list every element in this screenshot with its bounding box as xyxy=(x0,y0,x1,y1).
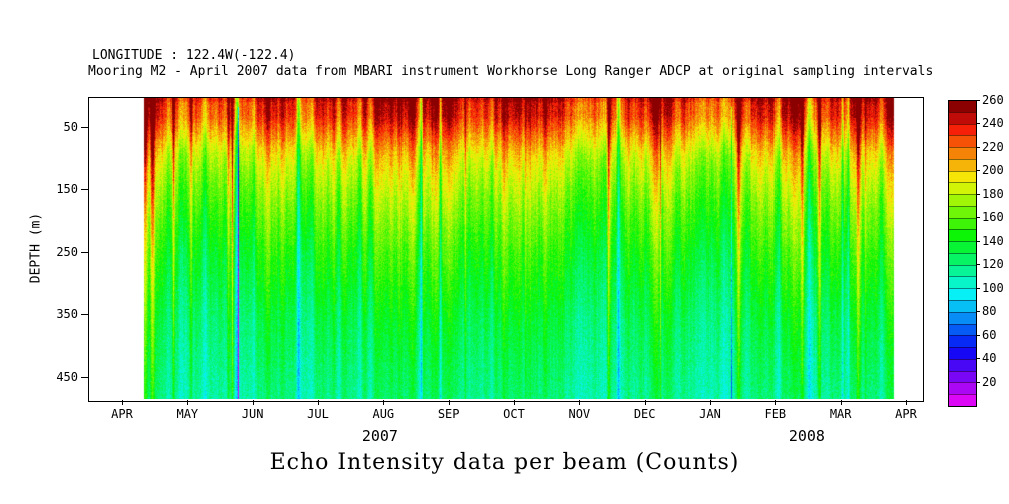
x-tick-mark xyxy=(710,400,711,405)
colorbar-segment xyxy=(949,229,976,242)
colorbar-segment xyxy=(949,382,976,395)
y-tick-mark xyxy=(81,127,88,128)
colorbar-segment xyxy=(949,170,976,183)
plot-title: Mooring M2 - April 2007 data from MBARI … xyxy=(88,64,934,79)
colorbar-tick-label: 20 xyxy=(982,374,997,389)
x-tick-mark xyxy=(187,400,188,405)
x-tick-mark xyxy=(579,400,580,405)
y-tick-mark xyxy=(81,189,88,190)
colorbar-segment xyxy=(949,217,976,230)
y-tick-label: 50 xyxy=(63,119,78,134)
y-tick-label: 450 xyxy=(56,369,78,384)
x-tick-mark xyxy=(514,400,515,405)
x-tick-mark xyxy=(645,400,646,405)
colorbar-tick-mark xyxy=(976,194,980,195)
x-tick-label: APR xyxy=(895,407,917,421)
colorbar-segment xyxy=(949,323,976,336)
colorbar-tick-mark xyxy=(976,123,980,124)
colorbar-tick-mark xyxy=(976,170,980,171)
x-tick-label: NOV xyxy=(568,407,591,421)
year-label: 2007 xyxy=(361,427,398,445)
colorbar-tick-mark xyxy=(976,288,980,289)
x-tick-label: JUN xyxy=(241,407,264,421)
colorbar-tick-mark xyxy=(976,311,980,312)
x-tick-mark xyxy=(906,400,907,405)
colorbar-segment xyxy=(949,147,976,159)
colorbar-tick-label: 100 xyxy=(982,280,1004,295)
colorbar-tick-label: 220 xyxy=(982,139,1004,154)
heatmap-plot-area xyxy=(88,97,924,402)
y-tick-label: 150 xyxy=(56,182,78,197)
colorbar-segment xyxy=(949,158,976,171)
colorbar-tick-mark xyxy=(976,358,980,359)
x-tick-mark xyxy=(318,400,319,405)
colorbar-segment xyxy=(949,276,976,289)
colorbar-segment xyxy=(949,264,976,277)
y-tick-label: 350 xyxy=(56,307,78,322)
colorbar-segment xyxy=(949,194,976,206)
colorbar-tick-mark xyxy=(976,264,980,265)
colorbar-tick-label: 120 xyxy=(982,257,1004,272)
year-label: 2008 xyxy=(788,427,825,445)
y-tick-mark xyxy=(81,314,88,315)
x-tick-label: APR xyxy=(111,407,133,421)
y-tick-mark xyxy=(81,377,88,378)
colorbar xyxy=(948,100,977,407)
colorbar-tick-mark xyxy=(976,147,980,148)
colorbar-segment xyxy=(949,101,976,112)
x-tick-label: MAY xyxy=(176,407,199,421)
longitude-label: LONGITUDE : 122.4W(-122.4) xyxy=(92,48,296,63)
colorbar-segment xyxy=(949,241,976,253)
colorbar-segment xyxy=(949,288,976,301)
colorbar-segment xyxy=(949,252,976,265)
colorbar-segment xyxy=(949,123,976,136)
colorbar-segment xyxy=(949,347,976,359)
x-tick-mark xyxy=(253,400,254,405)
colorbar-segment xyxy=(949,370,976,383)
x-tick-mark xyxy=(383,400,384,405)
heatmap-canvas xyxy=(89,98,921,399)
colorbar-tick-label: 80 xyxy=(982,304,997,319)
colorbar-tick-label: 140 xyxy=(982,233,1004,248)
colorbar-segment xyxy=(949,335,976,348)
y-tick-label: 250 xyxy=(56,244,78,259)
colorbar-tick-mark xyxy=(976,335,980,336)
colorbar-tick-label: 180 xyxy=(982,186,1004,201)
colorbar-segment xyxy=(949,205,976,218)
colorbar-tick-label: 40 xyxy=(982,351,997,366)
colorbar-segment xyxy=(949,311,976,324)
x-tick-label: MAR xyxy=(829,407,852,421)
colorbar-segment xyxy=(949,358,976,371)
colorbar-segment xyxy=(949,182,976,195)
x-tick-mark xyxy=(449,400,450,405)
colorbar-segment xyxy=(949,300,976,312)
x-tick-label: OCT xyxy=(503,407,525,421)
colorbar-segment xyxy=(949,111,976,124)
colorbar-tick-label: 200 xyxy=(982,163,1004,178)
colorbar-tick-mark xyxy=(976,382,980,383)
colorbar-segment xyxy=(949,394,976,406)
figure-caption: Echo Intensity data per beam (Counts) xyxy=(269,450,740,475)
y-tick-mark xyxy=(81,252,88,253)
colorbar-tick-label: 240 xyxy=(982,116,1004,131)
colorbar-tick-label: 160 xyxy=(982,210,1004,225)
x-tick-label: AUG xyxy=(372,407,395,421)
x-tick-label: JAN xyxy=(699,407,721,421)
x-tick-mark xyxy=(122,400,123,405)
colorbar-tick-mark xyxy=(976,241,980,242)
x-tick-mark xyxy=(775,400,776,405)
colorbar-segment xyxy=(949,135,976,148)
x-tick-label: JUL xyxy=(307,407,329,421)
colorbar-tick-label: 60 xyxy=(982,327,997,342)
x-tick-mark xyxy=(841,400,842,405)
x-tick-label: FEB xyxy=(764,407,787,421)
x-tick-label: SEP xyxy=(437,407,460,421)
colorbar-tick-mark xyxy=(976,100,980,101)
colorbar-tick-label: 260 xyxy=(982,93,1004,107)
x-tick-label: DEC xyxy=(633,407,656,421)
colorbar-tick-mark xyxy=(976,217,980,218)
